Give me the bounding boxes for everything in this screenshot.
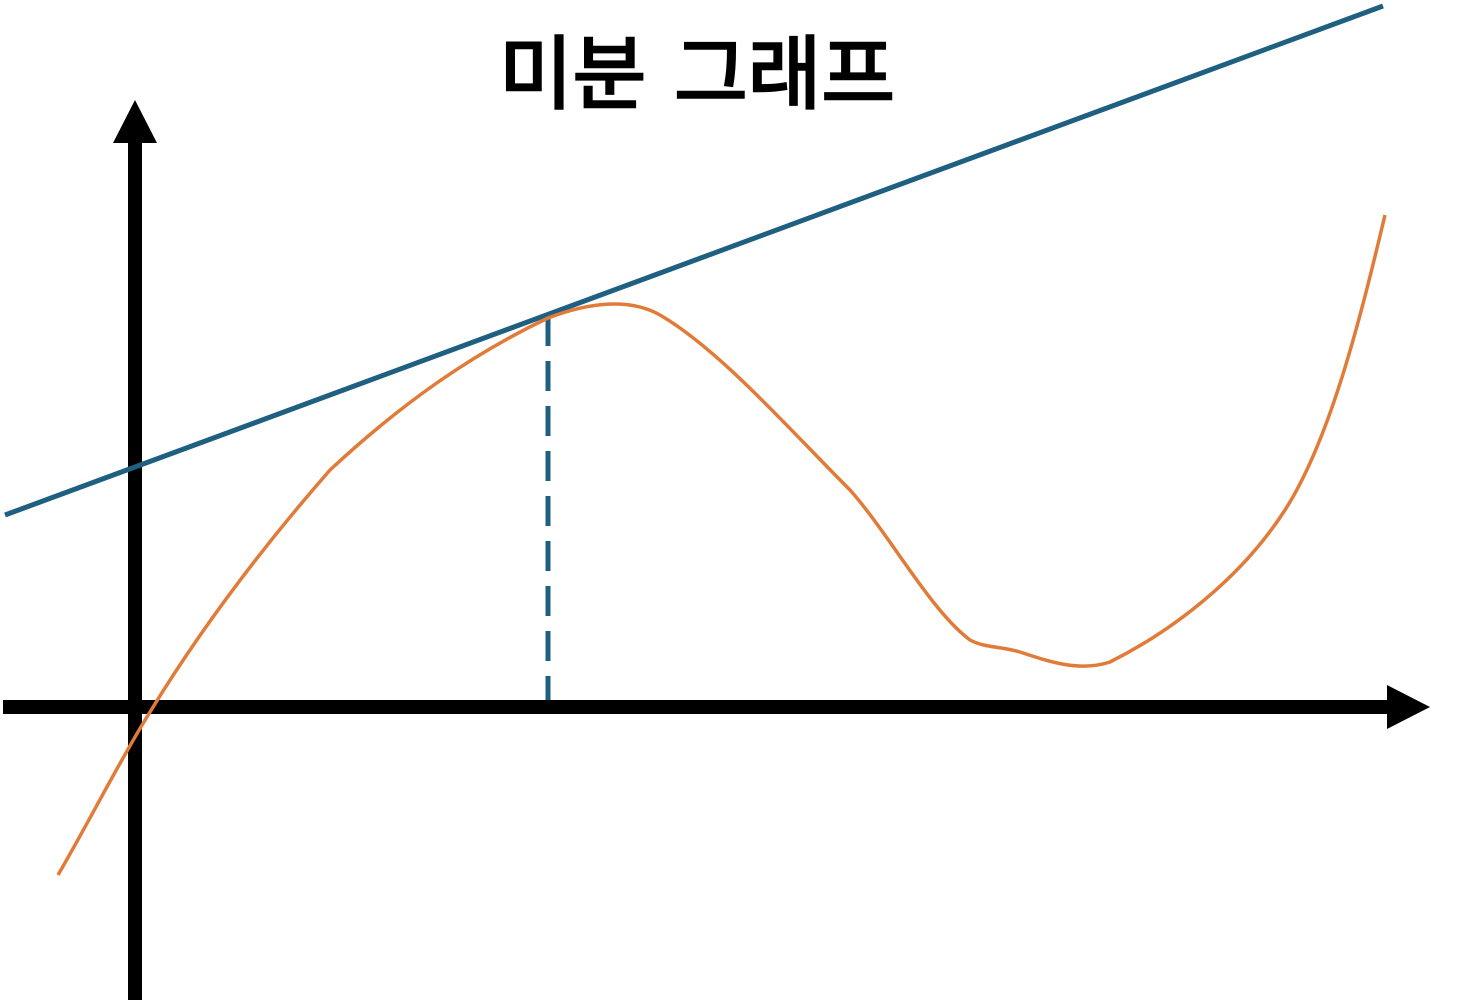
x-axis-arrow (1387, 685, 1430, 729)
function-curve (56, 214, 1387, 876)
y-axis-arrow (113, 100, 157, 143)
title: 미분 그래프 (499, 28, 895, 121)
tangent-line (4, 3, 1384, 518)
